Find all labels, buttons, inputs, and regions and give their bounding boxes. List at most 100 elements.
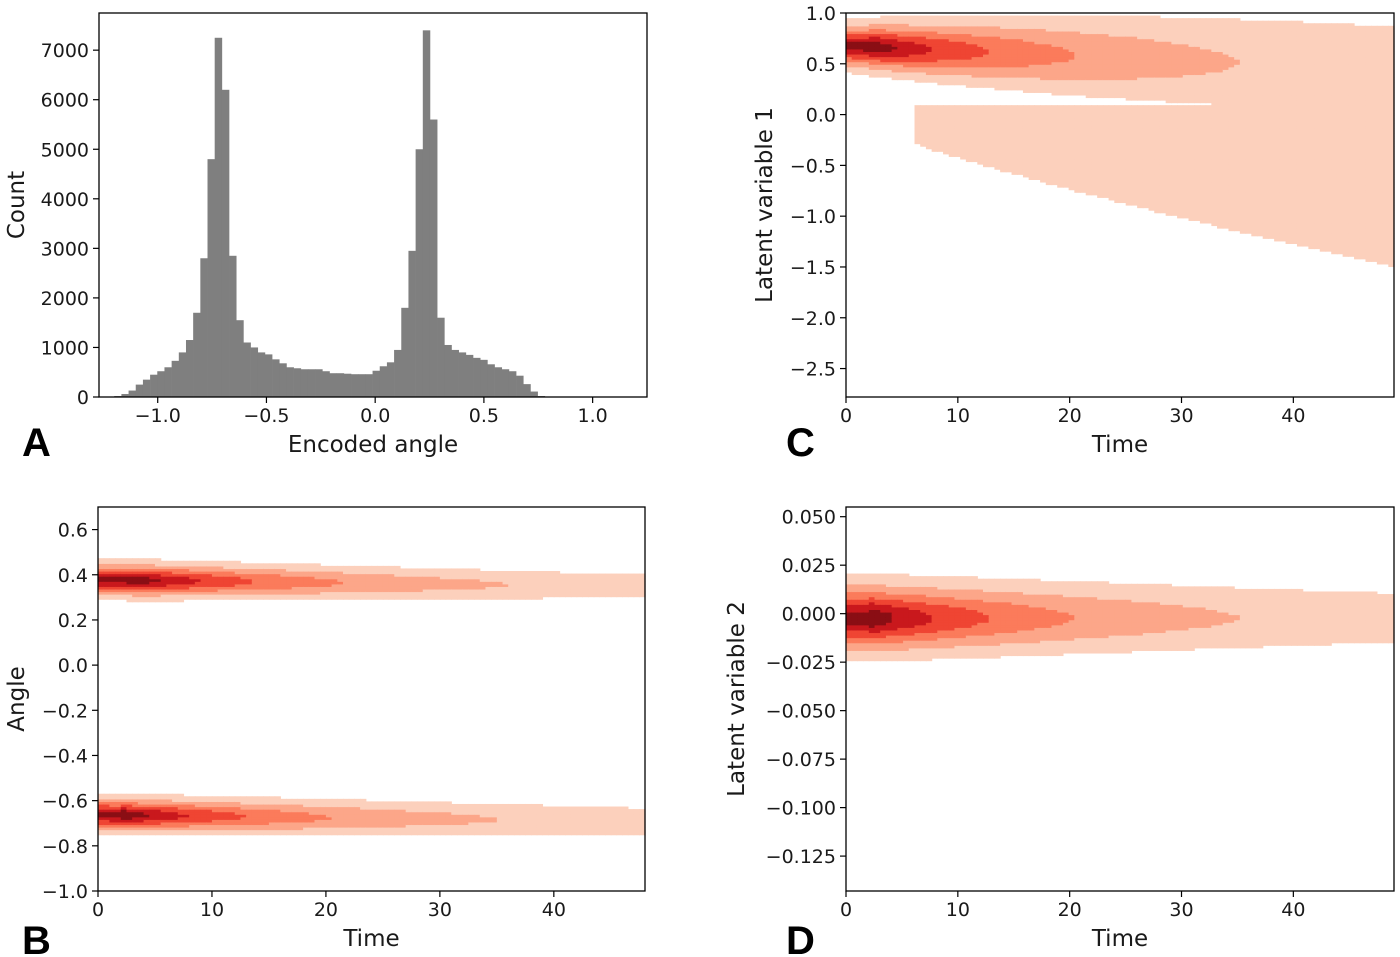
density-cell — [1062, 66, 1070, 70]
density-cell — [268, 814, 276, 818]
density-cell — [246, 824, 253, 828]
density-cell — [217, 803, 224, 808]
density-cell — [1085, 192, 1093, 196]
density-cell — [948, 120, 956, 124]
density-cell — [1097, 135, 1104, 140]
density-cell — [851, 41, 859, 45]
density-cell — [399, 821, 407, 826]
density-cell — [525, 819, 532, 823]
density-cell — [120, 801, 128, 805]
density-cell — [331, 573, 338, 577]
density-cell — [126, 573, 133, 577]
density-cell — [263, 596, 270, 600]
density-cell — [399, 816, 407, 820]
density-cell — [257, 811, 264, 815]
density-cell — [456, 583, 464, 587]
density-cell — [622, 811, 629, 815]
density-cell — [234, 809, 242, 813]
density-cell — [343, 829, 350, 833]
density-cell — [143, 793, 150, 797]
density-cell — [194, 576, 202, 580]
density-cell — [1040, 112, 1047, 116]
density-cell — [531, 809, 538, 813]
density-cell — [502, 576, 509, 580]
density-cell — [303, 576, 310, 580]
density-cell — [925, 59, 933, 63]
density-cell — [434, 578, 441, 582]
density-cell — [1005, 146, 1013, 150]
density-cell — [485, 803, 492, 808]
density-cell — [937, 120, 944, 124]
density-cell — [1034, 138, 1041, 142]
density-cell — [1114, 110, 1121, 114]
density-cell — [994, 82, 1001, 86]
density-cell — [308, 576, 316, 580]
density-cell — [120, 586, 128, 590]
density-cell — [1011, 46, 1018, 50]
density-cell — [360, 576, 367, 580]
density-cell — [1062, 46, 1070, 50]
density-cell — [325, 832, 333, 836]
histogram-bar — [279, 363, 287, 397]
density-cell — [1097, 48, 1104, 52]
density-cell — [1091, 87, 1098, 91]
density-cell — [263, 821, 270, 826]
density-cell — [1091, 61, 1098, 65]
density-cell — [639, 581, 646, 585]
density-cell — [863, 41, 870, 45]
density-cell — [1108, 30, 1115, 35]
density-cell — [439, 591, 447, 595]
density-cell — [314, 832, 321, 836]
density-cell — [1017, 141, 1024, 145]
density-cell — [388, 821, 395, 826]
density-cell — [925, 112, 933, 116]
density-cell — [1005, 56, 1013, 60]
density-cell — [983, 79, 990, 83]
density-cell — [1102, 107, 1110, 111]
density-cell — [394, 803, 401, 808]
density-cell — [536, 816, 544, 820]
density-cell — [417, 573, 424, 577]
density-cell — [382, 573, 390, 577]
density-cell — [908, 20, 916, 24]
density-cell — [605, 816, 612, 820]
density-cell — [200, 573, 207, 577]
density-cell — [1051, 166, 1058, 170]
density-cell — [331, 565, 338, 570]
density-cell — [1057, 184, 1064, 188]
density-cell — [229, 576, 236, 580]
density-cell — [971, 135, 978, 140]
density-cell — [1080, 138, 1087, 142]
density-cell — [610, 576, 618, 580]
density-cell — [257, 583, 264, 587]
density-cell — [143, 558, 150, 562]
density-cell — [1102, 184, 1110, 188]
density-cell — [337, 832, 344, 836]
density-cell — [616, 591, 623, 595]
density-cell — [354, 801, 361, 805]
density-cell — [268, 596, 276, 600]
density-cell — [303, 821, 310, 826]
density-cell — [234, 568, 242, 572]
density-cell — [1080, 77, 1087, 81]
density-cell — [485, 596, 492, 600]
density-cell — [474, 586, 481, 590]
density-cell — [166, 571, 173, 575]
density-cell — [971, 48, 978, 52]
density-cell — [1091, 166, 1098, 170]
density-cell — [360, 588, 367, 593]
density-cell — [417, 816, 424, 820]
density-cell — [977, 120, 984, 124]
density-cell — [1091, 89, 1098, 93]
density-cell — [325, 827, 333, 831]
density-cell — [885, 71, 893, 76]
density-cell — [1045, 153, 1053, 157]
density-cell — [223, 819, 230, 823]
density-cell — [251, 571, 259, 575]
density-cell — [1040, 125, 1047, 129]
density-cell — [1017, 169, 1024, 173]
density-cell — [948, 74, 956, 78]
density-cell — [172, 576, 179, 580]
density-cell — [965, 123, 973, 127]
density-cell — [1062, 135, 1070, 140]
